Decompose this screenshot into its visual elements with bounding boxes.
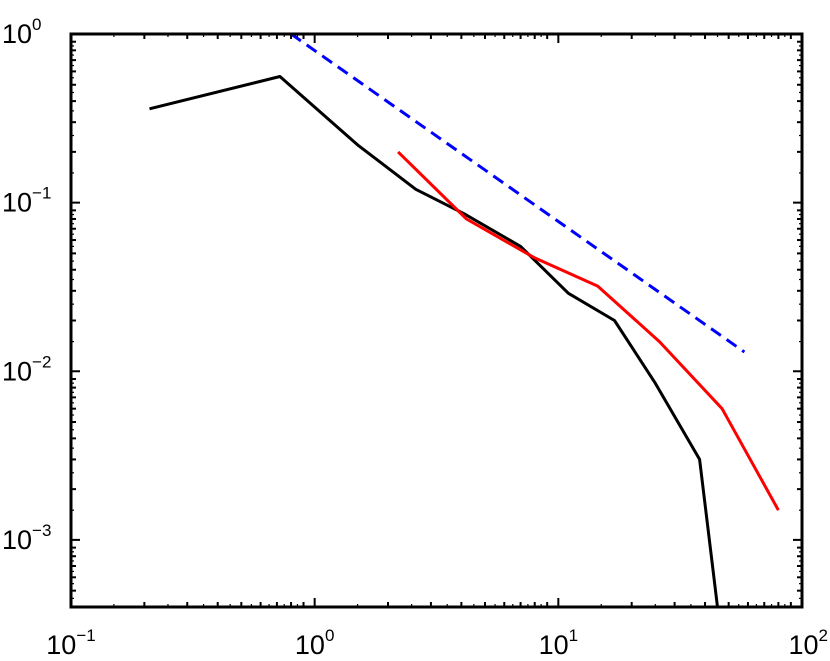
series-line-2 [397,150,780,511]
y-tick-label: 10−1 [2,184,51,218]
y-tick-label: 10−3 [2,521,51,555]
major-ticks [70,33,803,607]
minor-ticks [71,34,802,608]
series-line-1 [149,75,719,607]
x-tick-label: 101 [539,626,579,660]
plot-frame [69,32,804,609]
series-line-3 [290,34,746,354]
y-tick-label: 10−2 [2,352,51,386]
x-tick-labels: 10−1 100 101 102 [46,626,828,660]
y-tick-labels: 100 10−1 10−2 10−3 [2,15,51,555]
x-tick-label: 102 [788,626,828,660]
x-tick-label: 10−1 [46,626,95,660]
x-tick-label: 100 [295,626,335,660]
y-tick-label: 100 [2,15,42,49]
series-layer [149,34,780,607]
